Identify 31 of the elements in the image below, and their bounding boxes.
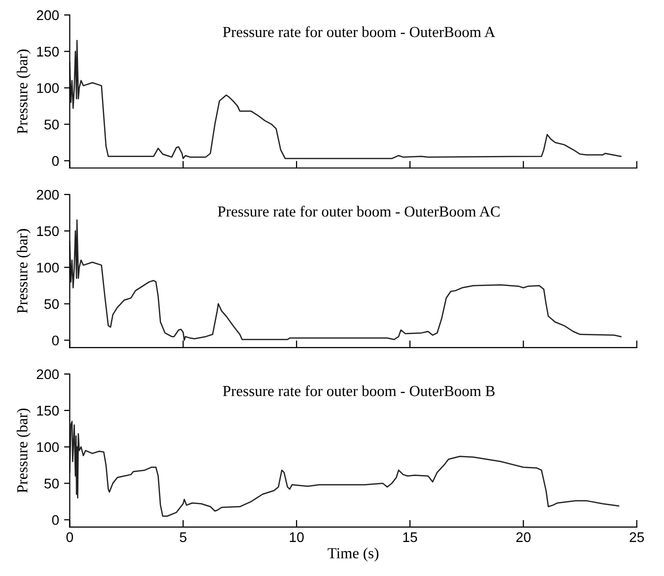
text: Pressure rate for outer boom - OuterBoom AC [218, 206, 500, 217]
line-series [70, 40, 622, 160]
line-series [70, 219, 622, 341]
x-tick-label: 15 [403, 532, 418, 542]
y-tick-label: 0 [52, 336, 59, 346]
y-tick-label: 50 [44, 120, 59, 130]
y-tick-label: 0 [52, 515, 59, 525]
y-tick-label: 50 [44, 299, 59, 309]
text: Pressure rate for outer boom - OuterBoom A [222, 26, 496, 38]
y-tick-label: 100 [37, 83, 59, 94]
line-series [70, 420, 620, 517]
y-tick-label: 50 [44, 478, 59, 488]
x-tick-label: 5 [180, 532, 186, 542]
y-tick-label: 200 [36, 10, 59, 20]
text: Pressure rate for outer boom - OuterBoom B [222, 385, 495, 396]
y-tick-label: 100 [37, 442, 59, 452]
y-tick-label: 150 [37, 406, 59, 416]
y-axis-title: Pressure (bar) [16, 229, 31, 314]
y-tick-label: 150 [37, 226, 59, 236]
y-axis-title: Pressure (bar) [16, 50, 31, 134]
y-tick-label: 200 [36, 369, 59, 380]
y-tick-label: 100 [37, 262, 59, 273]
x-tick-label: 10 [290, 532, 304, 542]
x-axis-title: Time (s) [328, 548, 378, 562]
y-tick-label: 0 [52, 156, 59, 166]
y-axis-title: Pressure (bar) [16, 408, 31, 493]
y-tick-label: 200 [36, 190, 59, 200]
x-tick-label: 0 [66, 532, 74, 542]
y-tick-label: 150 [37, 46, 59, 57]
x-tick-label: 25 [630, 532, 644, 542]
x-tick-label: 20 [516, 532, 531, 542]
